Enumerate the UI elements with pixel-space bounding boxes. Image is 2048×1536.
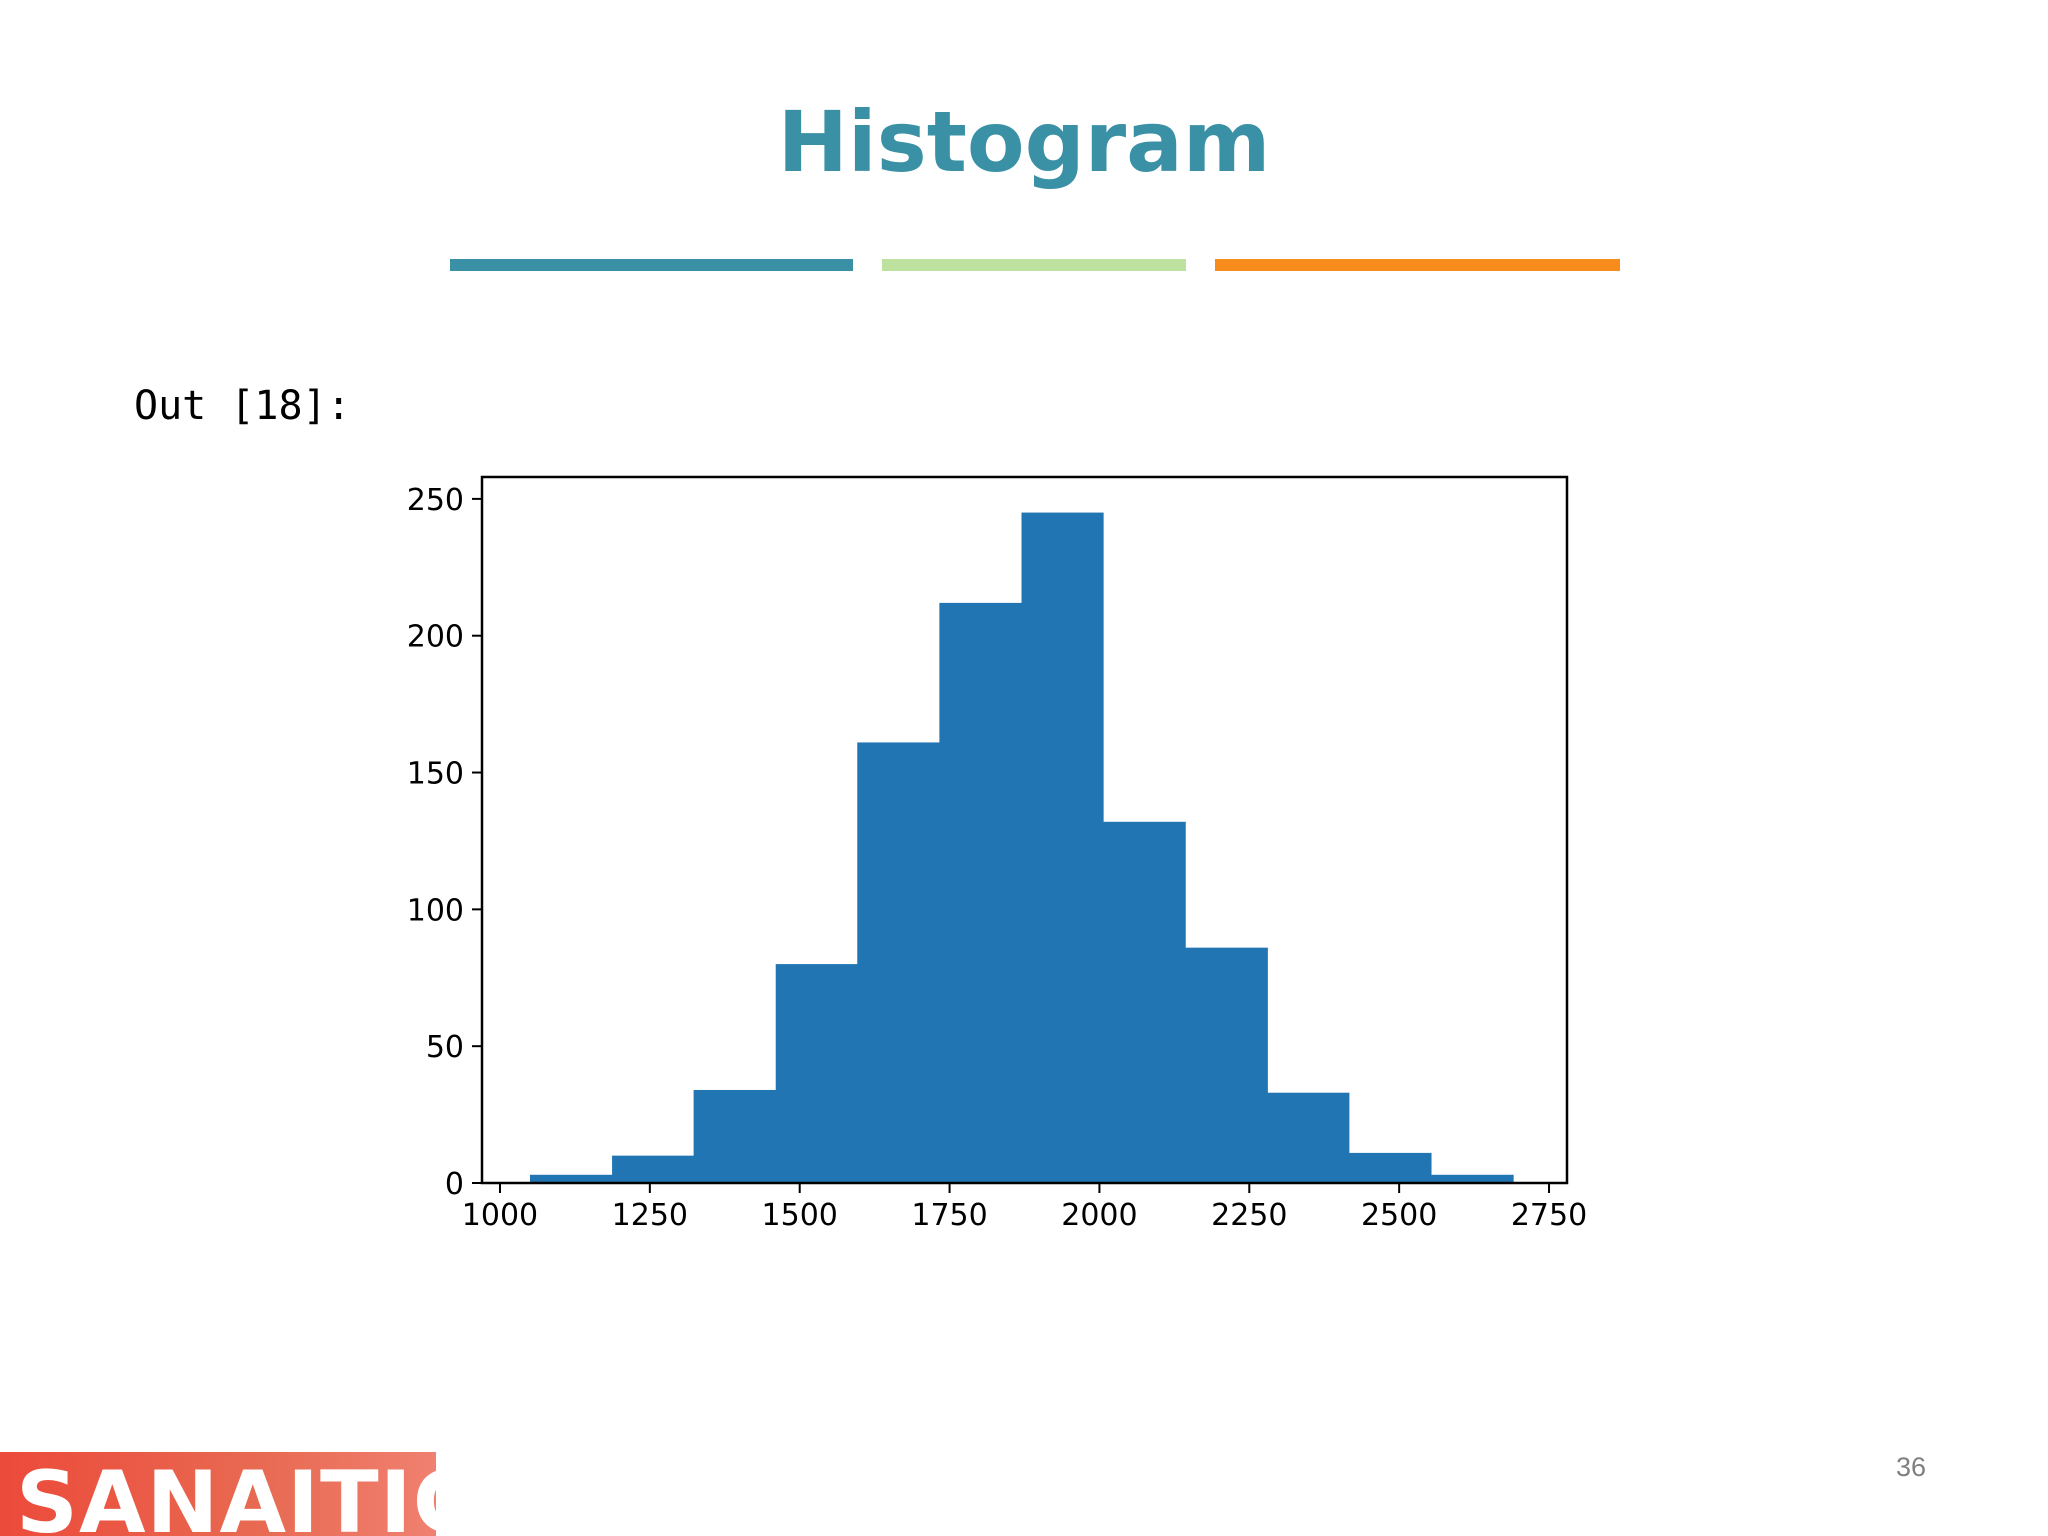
- y-tick-label: 250: [407, 483, 464, 518]
- histogram-bar-5: [857, 742, 940, 1183]
- output-cell-label: Out [18]:: [134, 383, 351, 429]
- x-tick-label: 1000: [462, 1198, 538, 1233]
- histogram-bar-7: [1021, 512, 1104, 1183]
- x-tick-label: 2750: [1511, 1198, 1587, 1233]
- x-tick-label: 1750: [911, 1198, 987, 1233]
- y-tick-label: 200: [407, 620, 464, 655]
- y-tick-label: 0: [445, 1167, 464, 1202]
- x-tick-label: 1500: [762, 1198, 838, 1233]
- slide-title: Histogram: [777, 93, 1271, 191]
- accent-bar-green: [882, 259, 1186, 271]
- plot-frame: [480, 475, 1569, 1185]
- accent-bar-teal: [450, 259, 853, 271]
- x-tick-label: 2000: [1061, 1198, 1137, 1233]
- histogram-bar-9: [1185, 947, 1268, 1183]
- accent-bar-orange: [1215, 259, 1620, 271]
- histogram-bar-12: [1430, 1174, 1514, 1183]
- histogram-bar-3: [693, 1089, 777, 1183]
- y-tick-label: 100: [407, 893, 464, 928]
- x-tick-label: 2250: [1211, 1198, 1287, 1233]
- x-tick-label: 2500: [1361, 1198, 1437, 1233]
- x-tick-label: 1250: [612, 1198, 688, 1233]
- y-tick-label: 50: [426, 1030, 464, 1065]
- histogram-bar-2: [612, 1155, 695, 1183]
- sanaitics-logo: SANAITICS: [0, 1452, 436, 1536]
- axis-ticks: 1000 1250 1500 1750 2000 2250 2500 2750 0 50 100 15…: [407, 483, 1587, 1233]
- histogram-bar-10: [1267, 1092, 1350, 1183]
- histogram-bar-11: [1348, 1152, 1432, 1183]
- histogram-bar-4: [775, 964, 858, 1183]
- logo-text: SANAITICS: [16, 1453, 436, 1536]
- histogram-bar-1: [529, 1174, 613, 1183]
- histogram-bars: [529, 512, 1514, 1183]
- page-number: 36: [1896, 1452, 1927, 1482]
- histogram-bar-6: [939, 602, 1023, 1183]
- histogram-bar-8: [1103, 821, 1186, 1183]
- y-tick-label: 150: [407, 757, 464, 792]
